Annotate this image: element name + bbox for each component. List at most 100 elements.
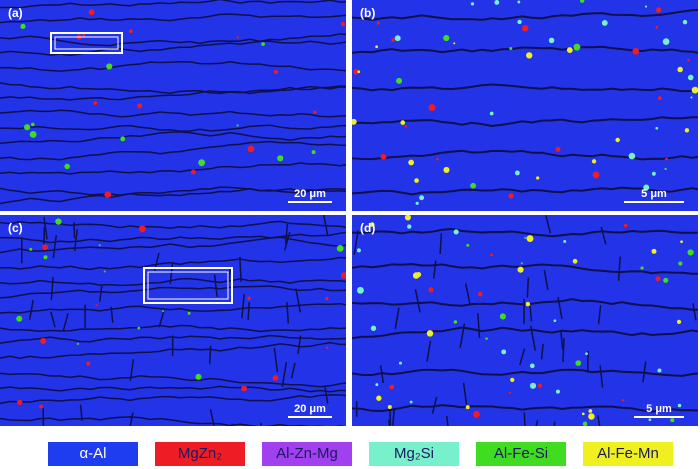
- texture: [529, 305, 533, 322]
- texture: [86, 361, 91, 366]
- texture: [540, 343, 544, 360]
- texture: [520, 262, 523, 265]
- texture: [110, 306, 114, 323]
- texture: [517, 0, 521, 4]
- texture: [352, 9, 698, 21]
- texture: [0, 256, 346, 271]
- texture: [55, 218, 62, 225]
- texture: [0, 285, 346, 299]
- texture: [477, 313, 481, 338]
- texture: [247, 302, 251, 320]
- texture: [501, 349, 507, 355]
- texture: [247, 296, 251, 301]
- texture: [120, 136, 126, 142]
- texture: [95, 304, 98, 307]
- texture: [477, 291, 483, 297]
- texture: [76, 342, 80, 346]
- texture: [311, 150, 316, 155]
- texture: [247, 145, 255, 153]
- texture: [380, 153, 387, 160]
- texture: [510, 377, 515, 383]
- texture: [601, 19, 608, 26]
- texture: [514, 170, 520, 176]
- texture: [414, 289, 421, 313]
- texture: [588, 409, 593, 413]
- texture: [453, 320, 458, 324]
- texture: [391, 407, 396, 426]
- texture: [470, 182, 476, 189]
- texture: [369, 222, 375, 227]
- texture: [241, 385, 248, 392]
- texture: [187, 311, 191, 315]
- texture: [0, 236, 346, 254]
- texture: [526, 235, 534, 242]
- texture: [40, 337, 47, 345]
- texture: [657, 96, 662, 101]
- texture: [526, 277, 530, 298]
- panel: (b) 5 μm: [352, 0, 698, 211]
- texture: [391, 38, 395, 42]
- texture: [0, 33, 346, 57]
- texture: [691, 86, 698, 94]
- texture: [290, 362, 296, 379]
- texture: [436, 157, 439, 161]
- panel: (a) 20 μm: [0, 0, 346, 211]
- texture: [169, 261, 174, 285]
- texture: [0, 187, 346, 197]
- scale-bar: 20 μm: [288, 403, 332, 418]
- texture: [0, 186, 346, 205]
- texture: [379, 365, 385, 384]
- texture: [655, 126, 659, 130]
- scale-label: 20 μm: [294, 188, 326, 200]
- texture: [52, 235, 58, 259]
- texture: [655, 276, 661, 282]
- texture: [313, 110, 317, 114]
- texture: [209, 409, 215, 426]
- texture: [340, 22, 346, 27]
- texture: [579, 0, 585, 3]
- texture: [599, 365, 604, 388]
- texture: [409, 400, 413, 404]
- texture: [651, 248, 657, 254]
- texture: [357, 70, 361, 74]
- texture: [690, 96, 693, 99]
- texture: [376, 21, 380, 25]
- texture: [88, 9, 95, 16]
- texture: [0, 231, 346, 244]
- texture: [400, 120, 406, 125]
- texture: [195, 373, 202, 380]
- texture: [353, 230, 359, 255]
- panel-label: (d): [360, 221, 376, 235]
- texture: [162, 310, 165, 313]
- texture: [324, 385, 329, 404]
- texture: [284, 223, 289, 244]
- texture: [352, 404, 698, 413]
- texture: [261, 42, 265, 46]
- texture: [138, 225, 146, 233]
- texture: [684, 128, 690, 133]
- texture: [581, 412, 585, 416]
- texture: [43, 217, 48, 240]
- texture: [566, 47, 573, 53]
- texture: [208, 345, 212, 365]
- texture: [536, 176, 540, 180]
- texture: [236, 124, 239, 127]
- scale-label: 5 μm: [646, 403, 672, 415]
- texture: [352, 83, 698, 93]
- texture: [678, 261, 683, 266]
- texture: [0, 140, 346, 161]
- texture: [375, 383, 379, 387]
- texture: [677, 403, 682, 408]
- texture: [99, 286, 103, 302]
- texture: [535, 420, 539, 426]
- texture: [662, 38, 670, 45]
- texture: [375, 45, 379, 49]
- texture: [439, 233, 443, 254]
- texture: [597, 415, 601, 426]
- texture: [545, 215, 552, 234]
- texture: [398, 361, 402, 365]
- texture: [340, 272, 346, 279]
- legend-entry: Al-Fe-Mn: [583, 442, 673, 466]
- texture: [443, 166, 450, 173]
- texture: [582, 421, 588, 426]
